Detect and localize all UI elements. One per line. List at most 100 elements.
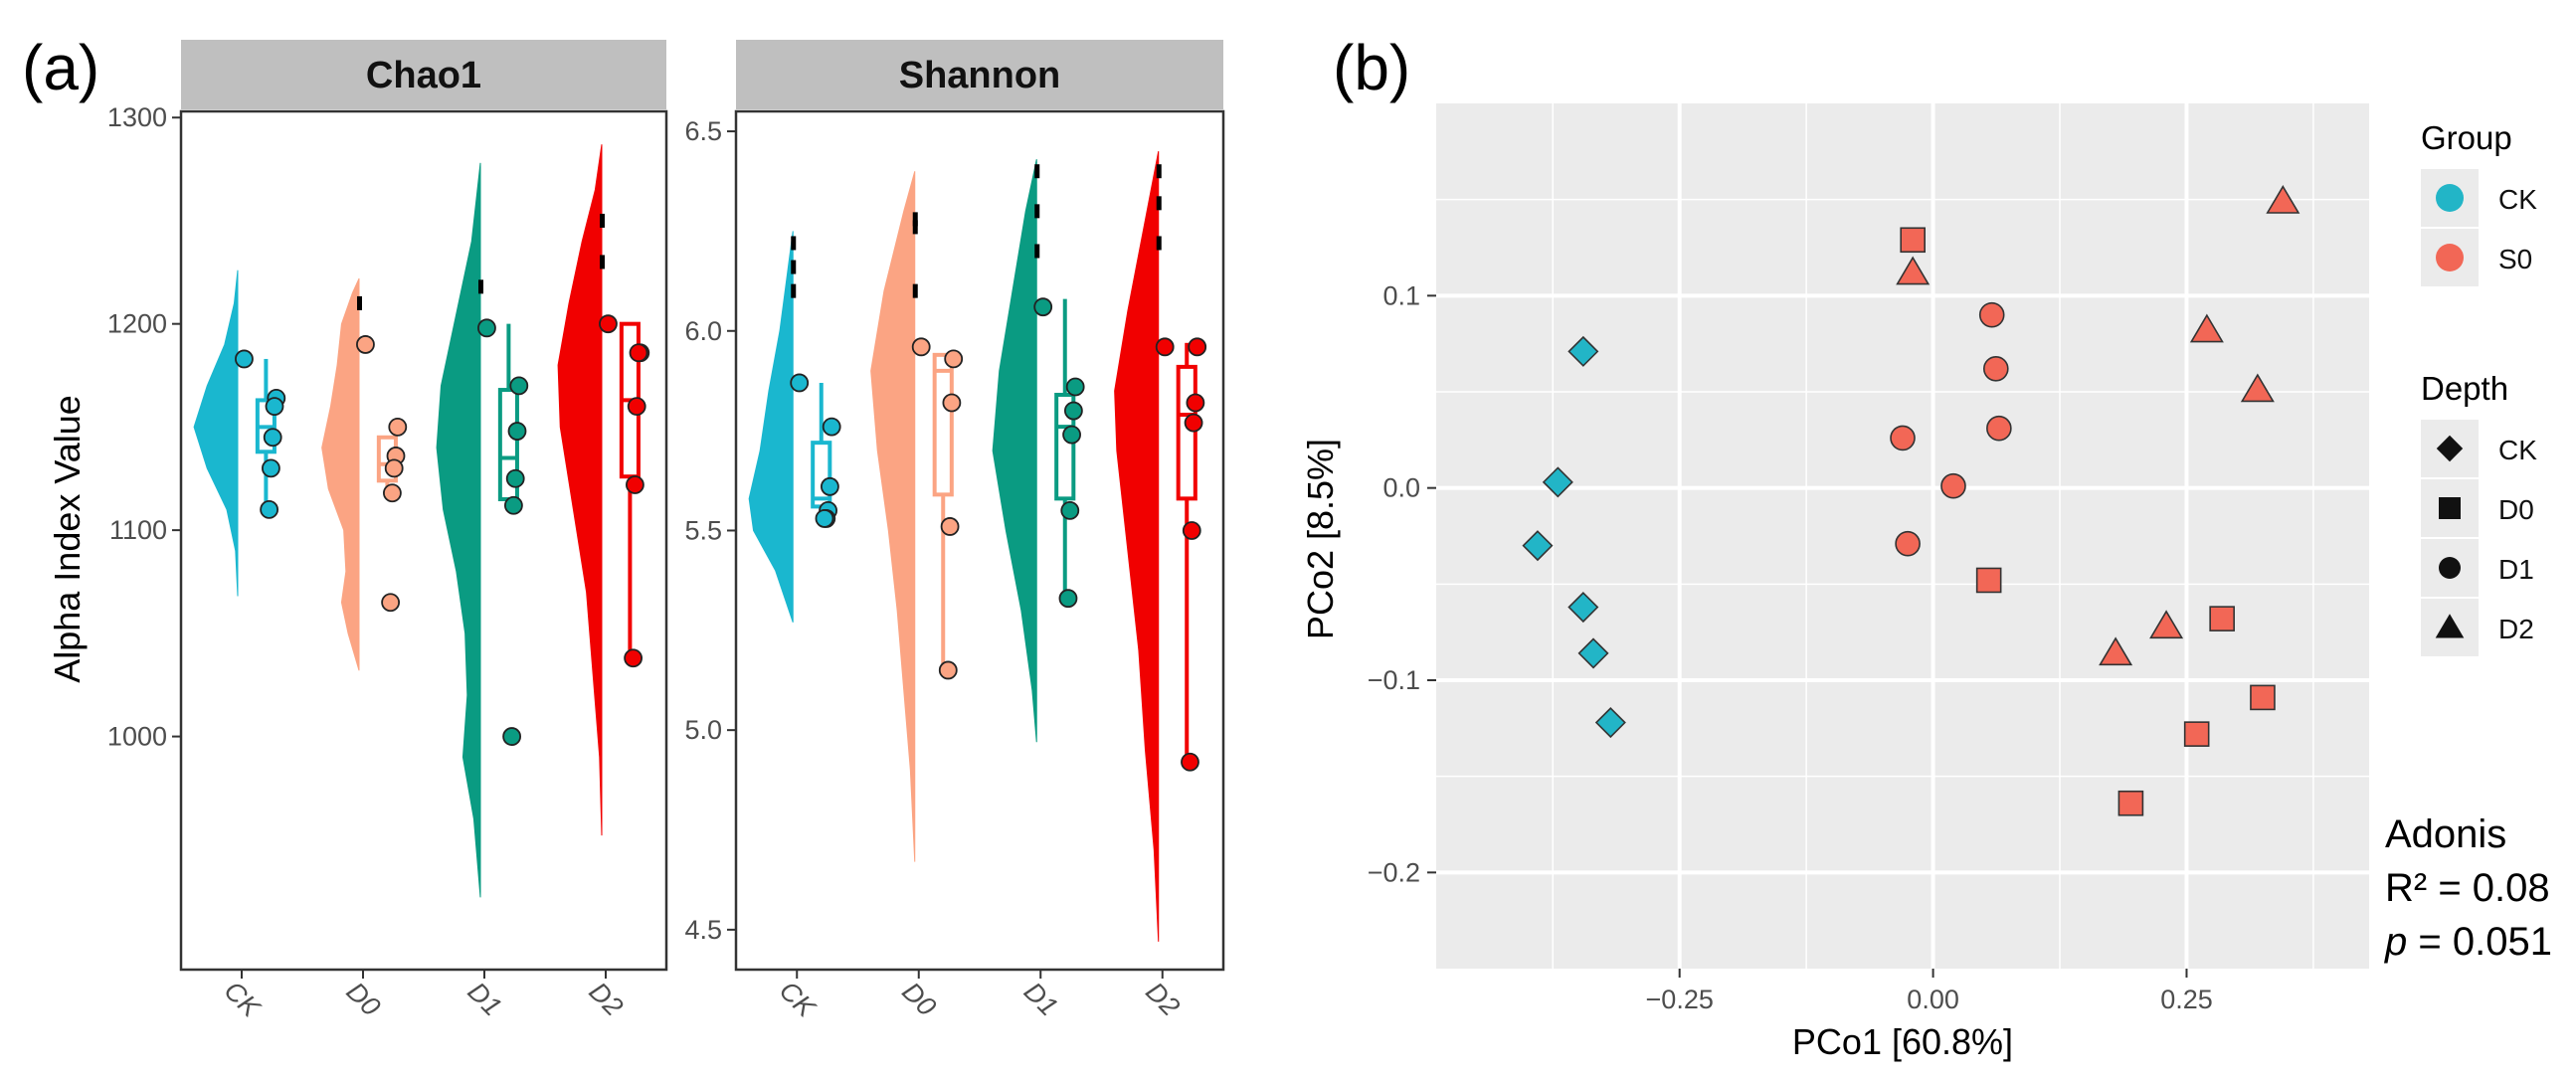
outlier-D2	[600, 213, 605, 228]
y-tick-label: −0.2	[1368, 857, 1420, 887]
adonis-p-value: = 0.051	[2418, 920, 2552, 964]
series-CK	[193, 270, 286, 597]
adonis-p-symbol: p	[2384, 920, 2407, 964]
density-CK	[748, 231, 794, 623]
point-D1	[1058, 589, 1078, 609]
y-tick-label: 5.0	[684, 715, 722, 745]
point-D2	[1184, 413, 1203, 433]
pcoa-point-S0-D0	[1900, 227, 1926, 254]
y-tick-label: 1300	[107, 102, 167, 132]
y-tick-label: 0.0	[1382, 473, 1420, 503]
pcoa-point-S0-D1	[1895, 530, 1921, 557]
pcoa-panel: −0.25 0.00 0.25 −0.2 −0.1 0.0 0.1	[1368, 103, 2369, 1014]
y-tick-label: 5.5	[684, 515, 722, 545]
point-D2	[1182, 521, 1201, 540]
series-D2	[557, 144, 650, 836]
point-CK	[265, 397, 284, 417]
series-D0	[321, 277, 408, 671]
point-CK	[263, 428, 282, 448]
pcoa-point-CK-CK	[1542, 466, 1573, 498]
density-D2	[1114, 151, 1160, 942]
legend-group-label: S0	[2498, 244, 2532, 274]
legend-group-label: CK	[2498, 184, 2537, 215]
legend-depth-swatch-D0	[2439, 497, 2461, 519]
x-tick-label: 0.25	[2160, 985, 2213, 1014]
chao1-strip-title: Chao1	[366, 55, 481, 96]
shannon-x-axis: CK D0 D1 D2	[774, 970, 1186, 1023]
y-tick-label: 0.1	[1382, 280, 1420, 310]
pcoa-point-S0-D0	[2183, 721, 2210, 747]
y-tick-label: 1000	[107, 722, 167, 752]
outlier-D2	[600, 255, 605, 270]
series-D2	[1114, 151, 1207, 942]
density-D2	[557, 144, 603, 836]
outlier-D0	[912, 212, 918, 227]
point-D2	[627, 397, 646, 417]
point-D1	[1063, 401, 1083, 421]
box-D2	[1176, 364, 1197, 501]
x-tick-label: D0	[341, 977, 387, 1022]
adonis-p: p = 0.051	[2384, 920, 2552, 964]
outlier-CK	[791, 260, 797, 274]
legend-group-entries: CK S0	[2421, 169, 2537, 286]
point-D1	[1062, 425, 1081, 445]
pcoa-point-CK-CK	[1567, 335, 1599, 367]
pcoa-point-CK-CK	[1594, 707, 1626, 739]
point-D1	[502, 727, 522, 746]
series-D0	[870, 171, 964, 862]
point-D2	[629, 343, 648, 363]
series-CK	[748, 231, 841, 623]
pcoa-point-S0-D2	[2149, 610, 2184, 639]
box-D0	[932, 352, 954, 497]
chao1-strip	[181, 40, 666, 109]
point-D0	[944, 349, 964, 369]
panel-label-a: (a)	[22, 32, 99, 103]
point-D0	[388, 418, 408, 437]
point-CK	[235, 349, 254, 369]
legend-group-swatch-CK	[2436, 184, 2464, 212]
pcoa-point-CK-CK	[1577, 637, 1609, 669]
adonis-annotation: Adonis R² = 0.08 p = 0.051	[2384, 812, 2552, 964]
outlier-D1	[1034, 204, 1040, 219]
pcoa-point-S0-D2	[2240, 373, 2275, 403]
outlier-D0	[912, 220, 918, 235]
series-D1	[436, 162, 529, 898]
chao1-x-axis: CK D0 D1 D2	[218, 970, 629, 1023]
legend-depth-label: D1	[2498, 554, 2534, 585]
point-D1	[509, 376, 529, 396]
shannon-strip	[736, 40, 1223, 109]
outlier-D1	[478, 279, 483, 294]
legend-depth-swatch-D2	[2435, 614, 2465, 638]
point-D1	[505, 468, 525, 488]
point-D2	[599, 314, 618, 334]
y-tick-label: 1200	[107, 309, 167, 339]
y-tick-label: 6.0	[684, 316, 722, 346]
chao1-y-axis-title: Alpha Index Value	[47, 395, 88, 683]
outlier-D1	[1034, 244, 1040, 259]
legend-depth-swatch-CK	[2436, 435, 2464, 462]
point-D2	[1181, 752, 1199, 772]
x-tick-label: D1	[1018, 977, 1064, 1022]
chao1-panel: Chao1 1000 1100 1200 1300 CK D0 D1 D2	[107, 40, 668, 1023]
outlier-CK	[791, 236, 797, 251]
shannon-marks	[748, 151, 1207, 942]
pcoa-points	[1522, 185, 2300, 816]
outlier-D0	[357, 295, 362, 310]
pcoa-point-CK-CK	[1522, 530, 1554, 562]
outlier-D2	[1156, 236, 1162, 251]
pcoa-point-S0-D2	[2189, 313, 2224, 343]
density-D1	[436, 162, 481, 898]
pcoa-grid	[1436, 103, 2369, 969]
pcoa-point-S0-D2	[2099, 636, 2133, 666]
x-tick-label: D1	[462, 977, 508, 1022]
point-CK	[822, 417, 841, 437]
density-D0	[321, 277, 360, 671]
legend-depth-label: D0	[2498, 494, 2534, 525]
legend-group-swatch-S0	[2436, 244, 2464, 271]
point-D0	[381, 593, 401, 613]
point-D2	[624, 648, 644, 668]
point-D0	[911, 337, 931, 357]
legend-depth-entries: CK D0 D1 D2	[2421, 420, 2537, 656]
pcoa-point-S0-D0	[2209, 606, 2235, 631]
